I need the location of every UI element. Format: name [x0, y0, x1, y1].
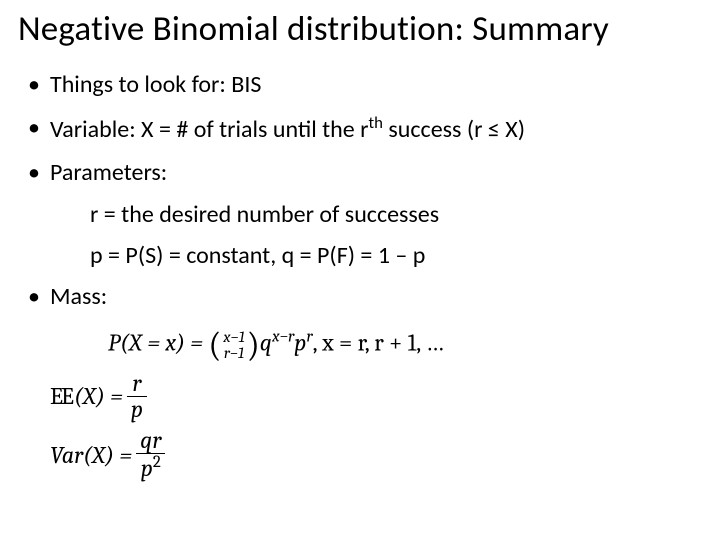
- bullet-mass: Mass:: [50, 280, 702, 315]
- var-den-exp: 2: [153, 453, 161, 472]
- slide-title: Negative Binomial distribution: Summary: [18, 8, 702, 50]
- expectation-equation: EE (X) = r p: [50, 371, 702, 422]
- q-exp: x−r: [272, 327, 294, 346]
- variance-equation: Var(X) = qr p2: [50, 428, 702, 481]
- mass-equation: P(X = x) = (x−1r−1)qx−rpr, x = r, r + 1,…: [50, 325, 702, 365]
- bullet-parameters: Parameters:: [50, 156, 702, 191]
- binom-top: x−1: [223, 329, 244, 345]
- blackboard-e-icon: EE: [50, 382, 74, 410]
- rparen: ): [247, 325, 260, 365]
- lparen: (: [208, 325, 221, 365]
- var-den: p2: [136, 454, 165, 481]
- q-base: q: [260, 328, 272, 356]
- variable-sup: th: [369, 112, 383, 133]
- ex-den: p: [127, 397, 147, 422]
- mass-lhs: P(X = x) =: [108, 328, 208, 356]
- p-base: p: [294, 328, 306, 356]
- bullet-list-2: Mass:: [18, 280, 702, 315]
- variable-pre: Variable: X = # of trials until the r: [50, 115, 369, 144]
- param-p: p = P(S) = constant, q = P(F) = 1 – p: [18, 239, 702, 274]
- ex-num: r: [127, 371, 147, 397]
- var-frac: qr p2: [136, 428, 165, 481]
- ex-frac: r p: [127, 371, 147, 422]
- var-den-base: p: [141, 454, 153, 482]
- mass-tail: , x = r, r + 1, …: [313, 328, 444, 356]
- param-r: r = the desired number of successes: [18, 198, 702, 233]
- binom-bot: r−1: [223, 345, 244, 361]
- var-num: qr: [136, 428, 165, 454]
- bullet-list: Things to look for: BIS Variable: X = # …: [18, 68, 702, 190]
- variable-post: success (r ≤ X): [383, 115, 525, 144]
- bullet-bis: Things to look for: BIS: [50, 68, 702, 103]
- var-lhs: Var(X) =: [50, 441, 132, 469]
- ex-lhs: (X) =: [74, 382, 123, 410]
- binom: x−1r−1: [223, 329, 244, 361]
- math-block: P(X = x) = (x−1r−1)qx−rpr, x = r, r + 1,…: [18, 325, 702, 482]
- slide: Negative Binomial distribution: Summary …: [0, 0, 720, 500]
- bullet-variable: Variable: X = # of trials until the rth …: [50, 111, 702, 148]
